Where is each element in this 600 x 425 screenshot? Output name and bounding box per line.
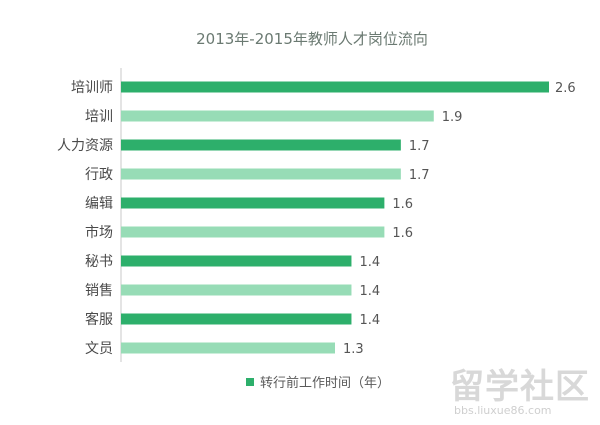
- value-label: 1.6: [392, 197, 413, 212]
- value-label-background: [549, 81, 577, 93]
- bar: [121, 255, 352, 267]
- bar: [121, 313, 352, 325]
- category-label: 市场: [85, 224, 113, 241]
- category-label: 销售: [85, 283, 113, 299]
- bar: [121, 139, 401, 151]
- category-label: 行政: [85, 167, 113, 183]
- legend: 转行前工作时间（年）: [246, 375, 390, 391]
- watermark-logo: 留学社区: [450, 367, 590, 407]
- value-label: 1.4: [359, 255, 380, 270]
- bar: [121, 81, 549, 93]
- value-label: 1.3: [343, 342, 364, 357]
- value-label: 1.4: [359, 284, 380, 299]
- bar: [121, 284, 352, 296]
- bar: [121, 226, 385, 238]
- bar-group: 培训师 2.6 培训 1.9 人力资源 1.7 行政 1.7 编辑 1.6 市场 1.6 秘书 1.4 销售…: [57, 80, 577, 357]
- value-label: 1.4: [359, 313, 380, 328]
- bar: [121, 342, 335, 354]
- category-label: 客服: [85, 311, 113, 328]
- legend-label: 转行前工作时间（年）: [260, 375, 390, 391]
- value-label: 1.7: [409, 139, 430, 154]
- bar: [121, 197, 385, 209]
- bar: [121, 168, 401, 180]
- category-label: 培训师: [71, 80, 113, 96]
- watermark-url: bbs.liuxue86.com: [454, 404, 552, 417]
- category-label: 人力资源: [57, 138, 113, 154]
- category-label: 文员: [85, 341, 113, 357]
- value-label: 2.6: [555, 81, 576, 96]
- category-label: 秘书: [85, 254, 113, 270]
- bar: [121, 110, 434, 122]
- value-label: 1.6: [392, 226, 413, 241]
- watermark: 留学社区 bbs.liuxue86.com: [450, 367, 590, 417]
- value-label: 1.7: [409, 168, 430, 183]
- chart-title: 2013年-2015年教师人才岗位流向: [196, 30, 428, 48]
- category-label: 编辑: [85, 196, 113, 212]
- category-label: 培训: [85, 109, 113, 125]
- value-label: 1.9: [442, 110, 463, 125]
- legend-swatch: [246, 378, 254, 386]
